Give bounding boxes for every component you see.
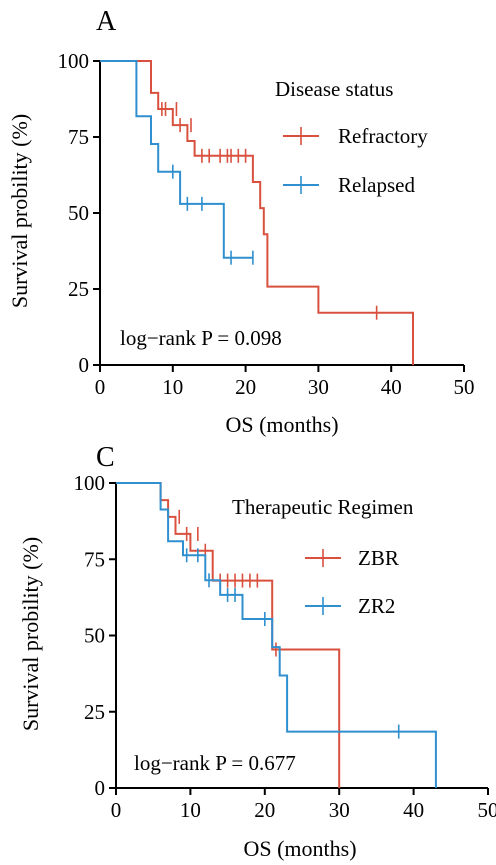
km-panel-c: C Survival probility (%) OS (months) The… xyxy=(18,442,496,861)
x-tick-label: 20 xyxy=(254,798,275,822)
y-axis-title: Survival probility (%) xyxy=(18,537,43,731)
legend: ZBR ZR2 xyxy=(305,546,399,618)
y-tick-label: 100 xyxy=(58,49,90,73)
logrank-annotation: log−rank P = 0.677 xyxy=(134,751,296,775)
x-tick-label: 20 xyxy=(235,375,256,399)
survival-curve xyxy=(116,482,341,788)
curves xyxy=(100,60,414,365)
x-axis-title: OS (months) xyxy=(243,836,356,861)
x-tick-label: 10 xyxy=(180,798,201,822)
legend-title: Therapeutic Regimen xyxy=(232,495,414,519)
y-tick-label: 50 xyxy=(84,624,105,648)
y-tick-label: 100 xyxy=(74,471,106,495)
legend-label: ZR2 xyxy=(358,594,395,618)
logrank-annotation: log−rank P = 0.098 xyxy=(120,326,282,350)
curves xyxy=(116,482,437,788)
panel-letter: A xyxy=(96,6,117,37)
legend-label: Relapsed xyxy=(338,173,415,197)
y-tick-label: 0 xyxy=(95,776,106,800)
y-tick-label: 50 xyxy=(68,201,89,225)
survival-curve xyxy=(100,60,414,365)
x-tick-label: 30 xyxy=(308,375,329,399)
km-panel-a: A Survival probility (%) OS (months) Dis… xyxy=(7,6,475,437)
survival-curve xyxy=(116,482,437,788)
legend-title: Disease status xyxy=(275,77,393,101)
x-tick-label: 10 xyxy=(162,375,183,399)
legend-label: Refractory xyxy=(338,124,428,148)
y-tick-label: 25 xyxy=(84,700,105,724)
x-tick-label: 0 xyxy=(111,798,122,822)
y-tick-label: 75 xyxy=(84,547,105,571)
panel-letter: C xyxy=(96,442,115,473)
y-tick-label: 0 xyxy=(79,353,90,377)
y-tick-label: 75 xyxy=(68,125,89,149)
legend: Refractory Relapsed xyxy=(283,124,428,197)
legend-label: ZBR xyxy=(358,546,399,570)
x-tick-label: 40 xyxy=(403,798,424,822)
x-axis-title: OS (months) xyxy=(225,412,338,437)
axes: 0 25 50 75 100 0 10 20 30 40 50 xyxy=(58,49,475,399)
y-axis-title: Survival probility (%) xyxy=(7,114,32,308)
y-tick-label: 25 xyxy=(68,277,89,301)
survival-curve xyxy=(100,60,253,259)
x-tick-label: 30 xyxy=(329,798,350,822)
x-tick-label: 40 xyxy=(381,375,402,399)
x-tick-label: 50 xyxy=(478,798,496,822)
axes: 0 25 50 75 100 0 10 20 30 40 50 xyxy=(74,471,496,822)
x-tick-label: 0 xyxy=(95,375,106,399)
x-tick-label: 50 xyxy=(454,375,475,399)
